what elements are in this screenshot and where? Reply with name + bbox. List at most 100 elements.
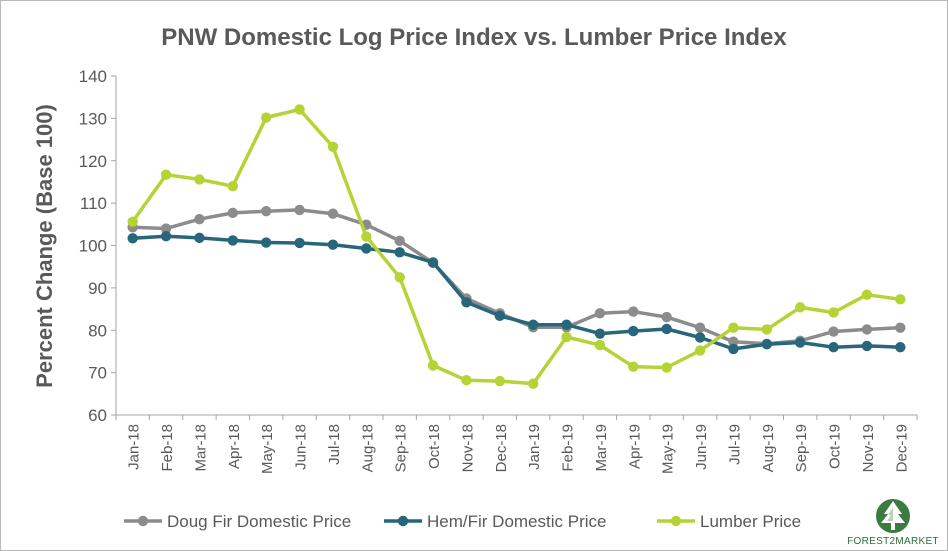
x-tick-label: May-18 — [259, 424, 276, 474]
x-tick-label: Feb-19 — [560, 424, 577, 472]
data-point-0 — [828, 326, 839, 337]
data-point-2 — [794, 302, 806, 313]
y-tick-label: 70 — [88, 364, 107, 383]
data-point-0 — [661, 311, 672, 323]
data-point-2 — [294, 104, 305, 115]
data-point-1 — [227, 235, 239, 246]
data-point-0 — [694, 322, 706, 333]
y-tick-label: 100 — [79, 237, 107, 256]
data-point-0 — [160, 223, 172, 234]
data-point-0 — [728, 336, 739, 347]
data-point-2 — [427, 360, 439, 371]
y-tick-label: 130 — [79, 109, 107, 128]
x-tick-label: Dec-19 — [893, 424, 910, 472]
data-point-2 — [594, 339, 606, 351]
x-tick-label: Feb-18 — [159, 424, 176, 472]
data-point-2 — [461, 375, 472, 386]
data-point-2 — [728, 322, 739, 333]
data-point-2 — [194, 174, 205, 185]
data-point-2 — [260, 112, 272, 123]
data-point-2 — [761, 324, 773, 335]
data-point-2 — [861, 289, 873, 300]
data-point-1 — [361, 243, 372, 254]
x-tick-label: May-19 — [660, 424, 677, 474]
data-point-2 — [661, 362, 672, 373]
data-point-1 — [694, 332, 706, 343]
y-tick-label: 80 — [88, 321, 107, 340]
data-point-1 — [895, 342, 906, 353]
data-point-1 — [794, 337, 806, 348]
legend-label: Hem/Fir Domestic Price — [427, 512, 606, 531]
x-tick-label: Sep-18 — [393, 424, 410, 472]
data-point-2 — [828, 307, 839, 318]
logo-text: FOREST2MARKET — [847, 536, 939, 547]
x-tick-label: Sep-19 — [793, 424, 810, 472]
data-point-0 — [327, 208, 339, 219]
data-point-1 — [461, 297, 472, 308]
data-point-1 — [260, 237, 272, 248]
x-tick-label: Jul-19 — [726, 424, 743, 465]
data-point-1 — [861, 340, 873, 352]
series-line-2 — [131, 107, 901, 386]
data-point-2 — [694, 345, 706, 356]
y-tick-label: 60 — [88, 406, 107, 425]
legend-swatch-marker — [670, 515, 682, 527]
data-point-0 — [594, 308, 606, 319]
legend-swatch-marker — [397, 515, 409, 527]
data-point-1 — [427, 257, 439, 268]
data-point-2 — [361, 231, 372, 242]
x-tick-label: Jul-18 — [326, 424, 343, 465]
x-tick-label: Apr-19 — [626, 424, 643, 469]
data-point-0 — [227, 207, 239, 219]
data-point-2 — [394, 272, 405, 283]
data-point-0 — [628, 306, 639, 317]
series-line-0 — [132, 208, 901, 346]
data-point-2 — [327, 141, 339, 152]
x-tick-label: Mar-18 — [192, 424, 209, 472]
x-tick-label: Jan-19 — [526, 424, 543, 470]
x-tick-label: Jun-18 — [293, 424, 310, 470]
data-point-0 — [394, 235, 405, 247]
data-point-0 — [260, 205, 272, 217]
x-tick-label: Dec-18 — [493, 424, 510, 472]
data-point-1 — [661, 323, 672, 335]
data-point-0 — [895, 322, 906, 333]
data-point-1 — [561, 319, 572, 330]
x-tick-label: Jan-18 — [126, 424, 143, 470]
data-point-2 — [527, 378, 539, 389]
data-point-1 — [160, 230, 172, 242]
data-point-0 — [294, 204, 305, 216]
data-point-1 — [527, 319, 539, 330]
data-point-2 — [561, 331, 572, 343]
chart-title: PNW Domestic Log Price Index vs. Lumber … — [161, 24, 787, 51]
data-point-1 — [594, 328, 606, 339]
data-point-1 — [127, 233, 138, 244]
x-tick-label: Aug-19 — [760, 424, 777, 472]
data-point-1 — [394, 247, 405, 258]
data-point-0 — [861, 324, 873, 335]
data-point-1 — [294, 237, 305, 249]
data-point-1 — [194, 232, 205, 244]
data-point-2 — [494, 375, 506, 387]
y-tick-label: 110 — [80, 194, 107, 213]
x-tick-label: Jun-19 — [693, 424, 710, 470]
data-point-1 — [828, 342, 839, 353]
legend-label: Lumber Price — [700, 512, 801, 531]
data-point-2 — [628, 361, 639, 372]
x-tick-label: Oct-19 — [827, 424, 844, 469]
y-tick-label: 140 — [79, 67, 107, 86]
y-axis-label: Percent Change (Base 100) — [32, 104, 57, 388]
data-point-0 — [194, 214, 205, 225]
data-point-1 — [761, 339, 773, 350]
data-point-2 — [895, 294, 906, 305]
series-line-1 — [132, 234, 901, 351]
y-tick-label: 120 — [79, 152, 107, 171]
data-point-2 — [227, 180, 239, 192]
x-tick-label: Nov-19 — [860, 424, 877, 472]
data-point-1 — [628, 325, 639, 337]
data-point-1 — [728, 343, 739, 355]
x-tick-label: Mar-19 — [593, 424, 610, 472]
x-tick-label: Nov-18 — [459, 424, 476, 472]
x-tick-label: Aug-18 — [359, 424, 376, 472]
